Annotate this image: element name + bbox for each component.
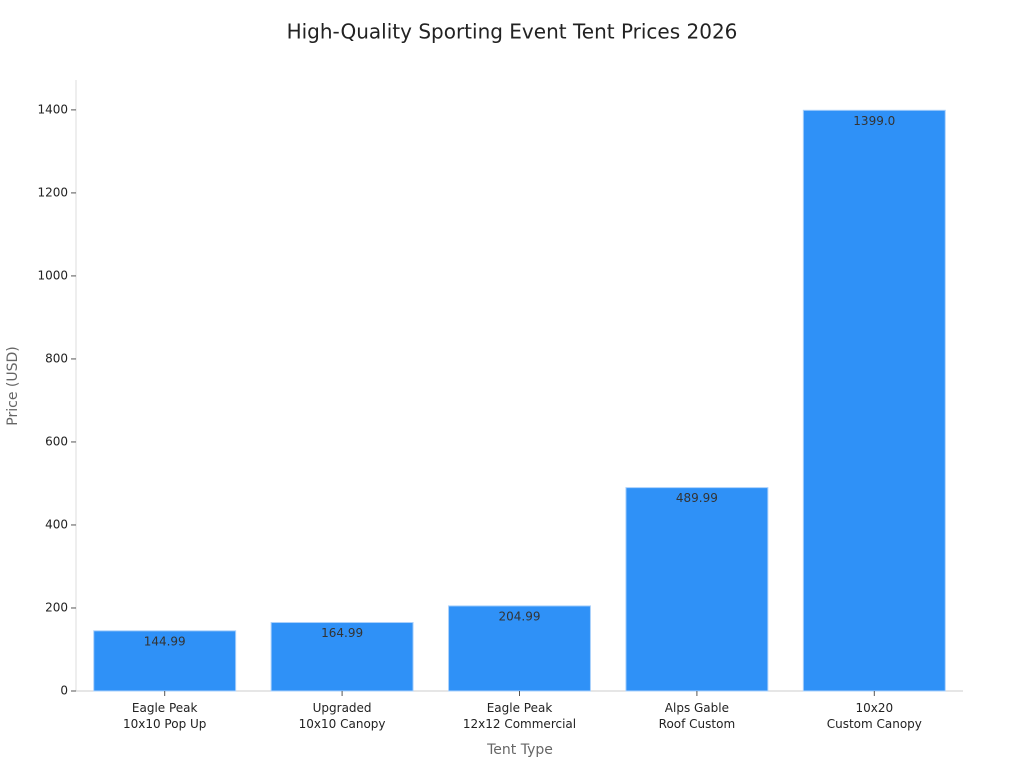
x-tick-label-line: 10x10 Canopy [299,717,386,731]
y-tick-label: 1200 [37,185,68,199]
value-label: 204.99 [499,609,541,623]
x-tick-label-line: Upgraded [313,701,372,715]
x-tick-label: Alps Gable Roof Custom [659,701,736,731]
value-label: 1399.0 [853,114,895,128]
bar [802,109,946,692]
bar [448,605,591,692]
value-label: 489.99 [676,491,718,505]
y-tick-label: 0 [60,684,68,698]
x-tick-label-line: 12x12 Commercial [463,717,576,731]
y-tick-label: 600 [45,434,68,448]
value-label: 164.99 [321,626,363,640]
x-axis-label: Tent Type [486,742,553,758]
x-tick-label: Upgraded 10x10 Canopy [299,701,386,731]
bar [270,622,414,692]
y-tick-label: 200 [45,600,68,614]
y-tick-label: 400 [45,517,68,531]
y-tick-label: 1400 [37,102,68,116]
y-axis-label: Price (USD) [5,346,21,425]
bar [625,487,769,692]
bar [93,630,237,692]
chart-title: High-Quality Sporting Event Tent Prices … [287,20,738,44]
x-tick-label-line: 10x20 [855,701,893,715]
y-tick-label: 1000 [37,268,68,282]
x-tick-label-line: Custom Canopy [827,717,922,731]
x-tick-label-line: Eagle Peak [487,701,553,715]
x-tick-label: Eagle Peak 10x10 Pop Up [123,701,206,731]
value-label: 144.99 [144,634,186,648]
x-tick-label-line: Eagle Peak [132,701,198,715]
x-tick-label-line: 10x10 Pop Up [123,717,206,731]
x-tick-label-line: Alps Gable [665,701,729,715]
x-tick-label: Eagle Peak 12x12 Commercial [463,701,576,731]
y-tick-label: 800 [45,351,68,365]
x-tick-label: 10x20 Custom Canopy [827,701,922,731]
x-tick-label-line: Roof Custom [659,717,736,731]
